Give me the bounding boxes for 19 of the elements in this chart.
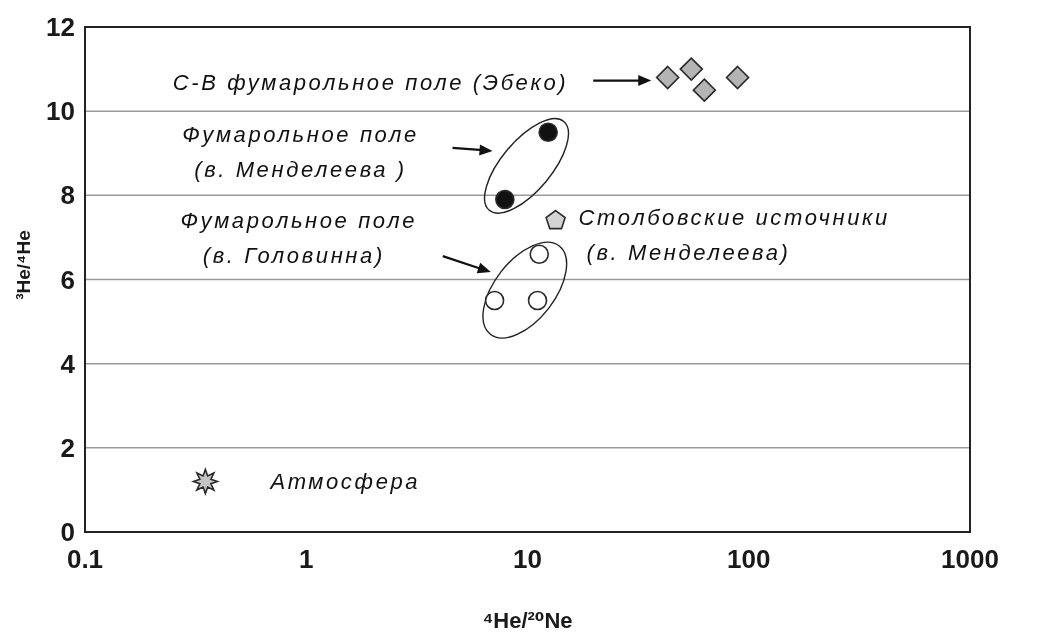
x-axis-title: ⁴He/²⁰Ne [482,608,573,633]
annotation: Фумарольное поле (в. Менделеева ) [182,121,419,182]
text: Атмосфера [268,468,421,494]
y-axis-title: ³He/⁴He [13,230,34,300]
x-tick-label: 100 [727,544,771,574]
x-tick-label: 1 [299,544,314,574]
x-tick-label: 1000 [941,544,999,574]
y-tick-label: 4 [60,348,76,379]
annotation: С-В фумарольное поле (Эбеко) [172,69,569,95]
annotation: Фумарольное поле (в. Головинна) [180,208,418,269]
series-label: Столбовские источники (в. Менделеева) [578,204,890,265]
x-tick-label: 0.1 [66,544,104,574]
y-tick-label: 2 [60,432,75,463]
y-tick-label: 12 [46,12,75,42]
x-tick-label: 10 [513,544,542,574]
y-tick-label: 6 [60,264,75,295]
y-tick-label: 0 [60,517,75,547]
y-tick-label: 10 [46,96,75,127]
y-tick-label: 8 [60,180,75,211]
